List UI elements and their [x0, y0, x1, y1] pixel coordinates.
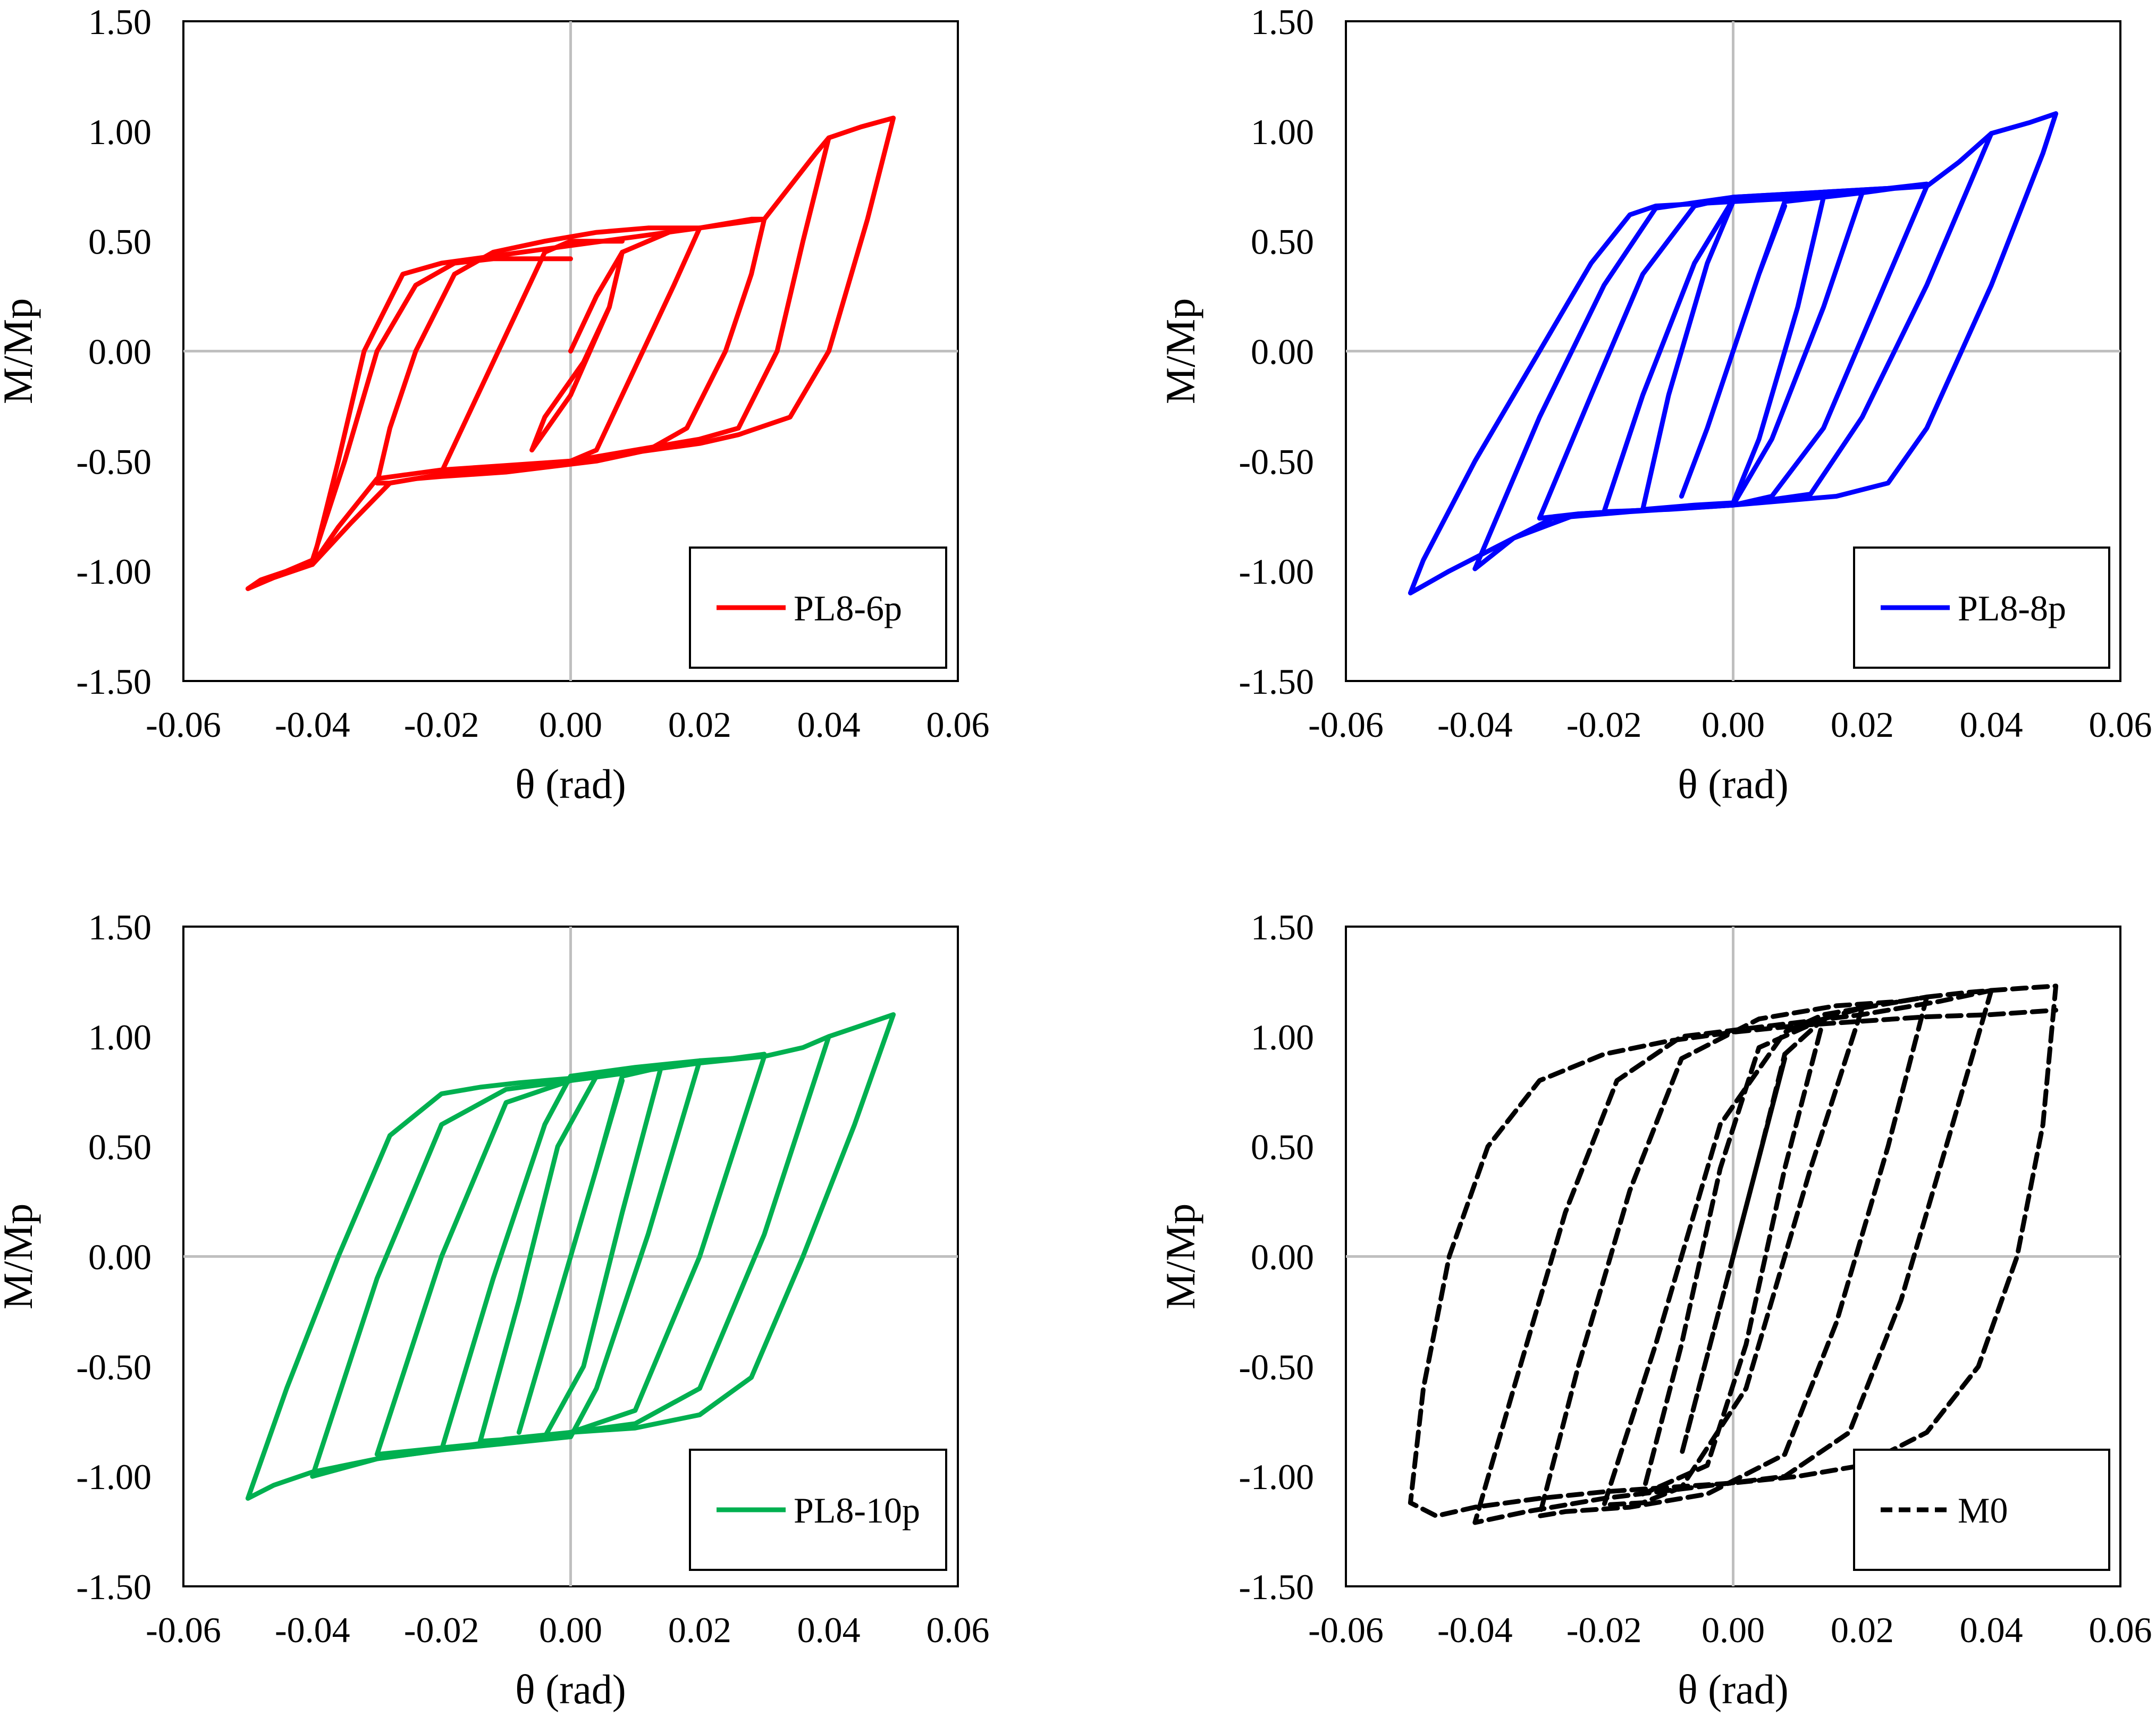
chart-0-1-loop-1	[1679, 199, 1788, 499]
chart-1-1-y-tick-label: -0.50	[1239, 1347, 1314, 1387]
chart-1-1-legend: M0	[1853, 1449, 2110, 1571]
legends: PL8-6p PL8-8p PL8-10p M0	[689, 547, 2110, 1571]
chart-0-0-x-tick-label: 0.00	[539, 704, 602, 745]
chart-1-1-x-tick-label: 0.00	[1702, 1610, 1765, 1650]
chart-0-1-y-tick-label: 0.00	[1251, 332, 1314, 372]
chart-0-1-y-tick-label: 0.50	[1251, 222, 1314, 262]
chart-0-0-x-tick-label: -0.02	[404, 704, 479, 745]
chart-1-1-loop-6	[1408, 983, 2059, 1519]
chart-0-0-loop-5	[245, 115, 896, 591]
chart-1-0-loop-6	[245, 1012, 896, 1501]
chart-0-0-y-axis-label: M/Mp	[0, 298, 41, 404]
chart-1-1-x-tick-label: 0.06	[2089, 1610, 2152, 1650]
chart-1-1-y-axis-label: M/Mp	[1157, 1204, 1203, 1309]
chart-1-1-x-tick-label: 0.04	[1960, 1610, 2023, 1650]
chart-1-1-legend-box	[1853, 1449, 2110, 1571]
chart-1-1-loop-3	[1602, 1005, 1865, 1508]
chart-0-1-y-axis-label: M/Mp	[1157, 298, 1203, 404]
chart-1-0-x-tick-label: -0.06	[146, 1610, 221, 1650]
chart-0-0-series-PL8-6p	[245, 115, 896, 591]
chart-1-1-loop-4	[1537, 994, 1930, 1519]
chart-1-1-loop-2	[1640, 1016, 1826, 1497]
chart-0-0-legend-label: PL8-6p	[794, 588, 902, 628]
chart-0-1-x-tick-label: -0.02	[1567, 704, 1642, 745]
chart-0-0-y-tick-label: 1.00	[88, 112, 151, 152]
chart-0-0-y-tick-label: -0.50	[76, 441, 151, 482]
chart-0-0-y-tick-label: -1.50	[76, 661, 151, 702]
chart-0-1-y-tick-label: -1.50	[1239, 661, 1314, 702]
chart-0-1-legend-box	[1853, 547, 2110, 669]
chart-0-1-x-tick-label: -0.04	[1437, 704, 1513, 745]
chart-0-0-x-tick-label: -0.06	[146, 704, 221, 745]
chart-1-0-y-tick-label: -1.50	[76, 1567, 151, 1607]
chart-1-1-y-tick-label: -1.00	[1239, 1457, 1314, 1497]
chart-1-1-y-tick-label: -1.50	[1239, 1567, 1314, 1607]
chart-0-1-legend: PL8-8p	[1853, 547, 2110, 669]
chart-1-0-y-tick-label: 0.50	[88, 1127, 151, 1167]
chart-0-1-legend-label: PL8-8p	[1958, 588, 2066, 628]
chart-1-1-y-tick-label: 1.50	[1251, 907, 1314, 947]
chart-1-0-loop-1	[516, 1073, 625, 1435]
chart-0-0-legend: PL8-6p	[689, 547, 947, 669]
chart-0-1-x-tick-label: 0.06	[2089, 704, 2152, 745]
chart-0-1-y-tick-label: -1.00	[1239, 551, 1314, 592]
chart-1-1-x-axis-label: θ (rad)	[1678, 1666, 1788, 1712]
chart-1-0-x-tick-label: 0.00	[539, 1610, 602, 1650]
chart-1-1-x-tick-label: -0.02	[1567, 1610, 1642, 1650]
chart-0-0-x-axis-label: θ (rad)	[515, 761, 626, 807]
chart-0-0-loop-1	[529, 249, 625, 453]
chart-0-0-loop-4	[310, 135, 831, 567]
chart-1-0-y-tick-label: 1.50	[88, 907, 151, 947]
chart-0-0-y-tick-label: 0.00	[88, 332, 151, 372]
chart-0-1-x-tick-label: 0.02	[1831, 704, 1894, 745]
chart-1-0-y-tick-label: -0.50	[76, 1347, 151, 1387]
chart-1-1-x-tick-label: 0.02	[1831, 1610, 1894, 1650]
chart-0-0-y-tick-label: 0.50	[88, 222, 151, 262]
chart-0-1-y-tick-label: -0.50	[1239, 441, 1314, 482]
chart-0-1-loop-6	[1408, 111, 2059, 595]
chart-0-1-x-axis-label: θ (rad)	[1678, 761, 1788, 807]
chart-1-1-series-M0	[1408, 983, 2059, 1525]
chart-1-0-legend-label: PL8-10p	[794, 1490, 920, 1531]
chart-0-0-x-tick-label: 0.04	[797, 704, 861, 745]
chart-1-1-loop-1	[1679, 1052, 1788, 1457]
chart-1-0-x-tick-label: -0.02	[404, 1610, 479, 1650]
chart-0-0-x-tick-label: -0.04	[275, 704, 350, 745]
chart-0-0-y-tick-label: 1.50	[88, 2, 151, 42]
chart-0-1-y-tick-label: 1.00	[1251, 112, 1314, 152]
chart-1-1-loop-5	[1472, 988, 1994, 1525]
chart-1-1-legend-label: M0	[1958, 1490, 2008, 1531]
chart-1-1-x-tick-label: -0.04	[1437, 1610, 1513, 1650]
chart-1-0-series-PL8-10p	[245, 1012, 896, 1501]
chart-1-0-y-tick-label: 1.00	[88, 1017, 151, 1057]
plot-frames	[182, 20, 2121, 1587]
chart-1-0-x-axis-label: θ (rad)	[515, 1666, 626, 1712]
chart-1-0-y-tick-label: -1.00	[76, 1457, 151, 1497]
chart-1-0-y-axis-label: M/Mp	[0, 1204, 41, 1309]
chart-0-0-x-tick-label: 0.02	[668, 704, 731, 745]
chart-0-1-loop-5	[1472, 131, 1994, 571]
chart-1-0-y-tick-label: 0.00	[88, 1237, 151, 1277]
chart-0-1-x-tick-label: 0.00	[1702, 704, 1765, 745]
chart-0-0-x-tick-label: 0.06	[927, 704, 990, 745]
chart-1-0-x-tick-label: 0.04	[797, 1610, 861, 1650]
chart-1-0-x-tick-label: 0.06	[927, 1610, 990, 1650]
chart-0-1-series-PL8-8p	[1408, 111, 2059, 595]
chart-1-1-y-tick-label: 1.00	[1251, 1017, 1314, 1057]
chart-0-1-y-tick-label: 1.50	[1251, 2, 1314, 42]
chart-0-0-y-tick-label: -1.00	[76, 551, 151, 592]
chart-1-0-x-tick-label: -0.04	[275, 1610, 350, 1650]
chart-1-1-x-tick-label: -0.06	[1308, 1610, 1384, 1650]
chart-0-1-x-tick-label: 0.04	[1960, 704, 2023, 745]
series-lines	[245, 111, 2059, 1525]
chart-0-1-x-tick-label: -0.06	[1308, 704, 1384, 745]
chart-1-1-y-tick-label: 0.00	[1251, 1237, 1314, 1277]
chart-1-0-x-tick-label: 0.02	[668, 1610, 731, 1650]
chart-1-1-y-tick-label: 0.50	[1251, 1127, 1314, 1167]
chart-1-0-legend: PL8-10p	[689, 1449, 947, 1571]
